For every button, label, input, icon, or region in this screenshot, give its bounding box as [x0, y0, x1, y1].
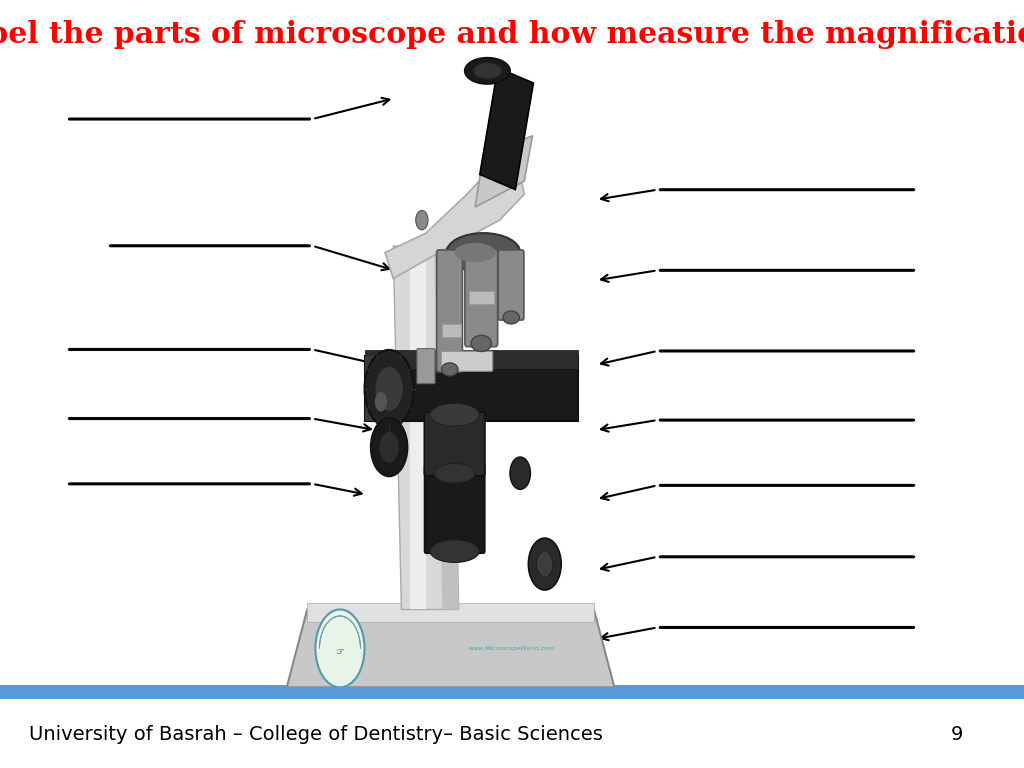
Bar	[469, 292, 494, 304]
Ellipse shape	[473, 63, 502, 79]
Polygon shape	[393, 246, 459, 610]
Ellipse shape	[537, 551, 553, 577]
Ellipse shape	[371, 418, 408, 476]
Ellipse shape	[510, 457, 530, 489]
Text: ☞: ☞	[336, 647, 344, 657]
Bar	[410, 246, 426, 610]
FancyBboxPatch shape	[425, 465, 484, 553]
Text: University of Basrah – College of Dentistry– Basic Sciences: University of Basrah – College of Dentis…	[29, 725, 602, 743]
FancyBboxPatch shape	[465, 250, 498, 346]
Ellipse shape	[365, 350, 414, 428]
Ellipse shape	[441, 363, 458, 376]
FancyBboxPatch shape	[441, 351, 493, 371]
Circle shape	[315, 610, 365, 687]
Ellipse shape	[465, 58, 510, 84]
Bar	[0, 685, 1024, 699]
Ellipse shape	[430, 455, 479, 478]
Text: www.MicroscopeWorld.com: www.MicroscopeWorld.com	[469, 646, 555, 651]
FancyBboxPatch shape	[417, 349, 435, 384]
FancyBboxPatch shape	[498, 250, 524, 320]
Circle shape	[416, 210, 428, 230]
FancyBboxPatch shape	[480, 68, 534, 190]
Ellipse shape	[434, 463, 475, 483]
Bar	[365, 356, 377, 422]
Bar	[307, 603, 594, 622]
Ellipse shape	[430, 403, 479, 426]
Polygon shape	[475, 136, 532, 207]
FancyBboxPatch shape	[365, 350, 578, 369]
FancyBboxPatch shape	[424, 412, 485, 476]
FancyBboxPatch shape	[436, 250, 463, 372]
Ellipse shape	[430, 540, 479, 562]
Text: Label the parts of microscope and how measure the magnification?: Label the parts of microscope and how me…	[0, 20, 1024, 49]
Polygon shape	[434, 246, 459, 610]
Ellipse shape	[503, 311, 519, 324]
Ellipse shape	[471, 336, 492, 352]
Ellipse shape	[446, 233, 520, 272]
FancyBboxPatch shape	[365, 356, 578, 422]
Ellipse shape	[375, 366, 403, 412]
Bar	[442, 324, 461, 337]
Ellipse shape	[379, 431, 399, 463]
Polygon shape	[287, 610, 614, 687]
Ellipse shape	[455, 243, 496, 263]
Ellipse shape	[528, 538, 561, 590]
Ellipse shape	[375, 392, 387, 412]
Text: 9: 9	[950, 725, 963, 743]
Polygon shape	[385, 155, 524, 279]
